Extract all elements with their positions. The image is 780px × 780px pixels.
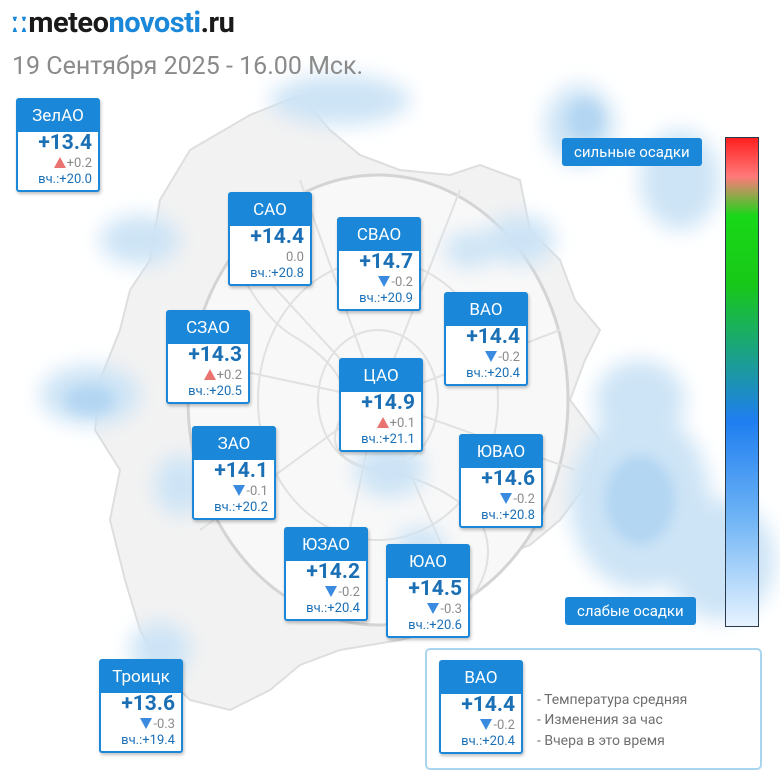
district-card-yuao[interactable]: ЮАО +14.5 -0.3 вч.:+20.6 (386, 544, 470, 638)
district-name: СЗАО (168, 312, 248, 344)
district-card-cao[interactable]: ЦАО +14.9 +0.1 вч.:+21.1 (339, 358, 423, 452)
arrow-up-icon (53, 157, 66, 168)
yesterday-value: вч.:+20.9 (359, 291, 413, 306)
hourly-change: -0.1 (233, 484, 268, 499)
legend-item-average-temp: - Температура средняя (537, 692, 688, 708)
hourly-change: +0.2 (203, 368, 242, 383)
brand-part-ru: .ru (200, 6, 235, 40)
hourly-change: +0.1 (376, 416, 415, 431)
yesterday-value: вч.:+20.5 (188, 384, 242, 399)
yesterday-value: вч.:+20.0 (38, 172, 92, 187)
precipitation-cores (65, 100, 675, 545)
hourly-change: -0.2 (500, 492, 535, 507)
hourly-change: -0.2 (480, 718, 515, 733)
district-card-svao[interactable]: СВАО +14.7 -0.2 вч.:+20.9 (337, 217, 421, 311)
temperature-value: +14.5 (408, 577, 462, 601)
hourly-change: -0.2 (485, 350, 520, 365)
hourly-change: -0.2 (325, 585, 360, 600)
temperature-value: +14.2 (306, 560, 360, 584)
temperature-value: +14.7 (359, 250, 413, 274)
yesterday-value: вч.:+20.4 (466, 366, 520, 381)
yesterday-value: вч.:+20.6 (408, 618, 462, 633)
temperature-value: +14.4 (250, 225, 304, 249)
arrow-up-icon (203, 369, 216, 380)
district-card-sao[interactable]: САО +14.4 0.0 вч.:+20.8 (228, 192, 312, 286)
arrow-down-icon (233, 485, 246, 496)
district-name: ЗАО (194, 428, 274, 460)
arrow-down-icon (140, 718, 153, 729)
precipitation-blobs (40, 75, 775, 678)
district-card-szao[interactable]: СЗАО +14.3 +0.2 вч.:+20.5 (166, 310, 250, 404)
scale-label-light: слабые осадки (565, 597, 696, 625)
district-name: ВАО (446, 294, 526, 326)
yesterday-value: вч.:+20.8 (250, 266, 304, 281)
legend-item-hourly-change: - Изменения за час (537, 712, 663, 728)
yesterday-value: вч.:+21.1 (361, 432, 415, 447)
yesterday-value: вч.:+20.4 (306, 601, 360, 616)
hourly-change: 0.0 (285, 250, 304, 265)
district-name: САО (230, 194, 310, 226)
yesterday-value: вч.:+20.4 (461, 734, 515, 749)
district-name: Троицк (101, 661, 181, 693)
scale-label-heavy: сильные осадки (562, 138, 702, 166)
temperature-value: +14.1 (214, 459, 268, 483)
hourly-change: -0.3 (140, 717, 175, 732)
temperature-value: +13.4 (38, 131, 92, 155)
hourly-change: -0.3 (427, 602, 462, 617)
yesterday-value: вч.:+20.2 (214, 500, 268, 515)
district-name: ЦАО (341, 360, 421, 392)
hourly-change: +0.2 (53, 156, 92, 171)
district-name: ЮЗАО (286, 529, 366, 561)
arrow-down-icon (378, 276, 391, 287)
temperature-value: +14.6 (481, 467, 535, 491)
arrow-down-icon (325, 586, 338, 597)
district-card-zelao[interactable]: ЗелАО +13.4 +0.2 вч.:+20.0 (16, 98, 100, 192)
arrow-down-icon (427, 603, 440, 614)
legend-item-yesterday: - Вчера в это время (537, 733, 665, 749)
yesterday-value: вч.:+20.8 (481, 508, 535, 523)
hourly-change: -0.2 (378, 275, 413, 290)
district-card-troitsk[interactable]: Троицк +13.6 -0.3 вч.:+19.4 (99, 659, 183, 753)
brand-mark: ːː (10, 6, 29, 40)
yesterday-value: вч.:+19.4 (121, 733, 175, 748)
date-time-subtitle: 19 Сентября 2025 - 16.00 Мск. (12, 52, 364, 81)
district-name: ЮАО (388, 546, 468, 578)
brand-part-novosti: novosti (108, 6, 201, 40)
arrow-down-icon (485, 351, 498, 362)
temperature-value: +13.6 (121, 692, 175, 716)
district-card-zao[interactable]: ЗАО +14.1 -0.1 вч.:+20.2 (192, 426, 276, 520)
legend-sample-card: ВАО +14.4 -0.2 вч.:+20.4 (439, 660, 523, 754)
district-name: ВАО (441, 662, 521, 694)
brand-part-meteo: meteo (28, 6, 109, 40)
district-name: ЗелАО (18, 100, 98, 132)
arrow-down-icon (500, 493, 513, 504)
legend-box: ВАО +14.4 -0.2 вч.:+20.4 - Температура с… (425, 648, 762, 770)
district-name: СВАО (339, 219, 419, 251)
temperature-value: +14.3 (188, 343, 242, 367)
district-name: ЮВАО (461, 436, 541, 468)
temperature-value: +14.4 (461, 693, 515, 717)
temperature-value: +14.4 (466, 325, 520, 349)
district-card-yuzao[interactable]: ЮЗАО +14.2 -0.2 вч.:+20.4 (284, 527, 368, 621)
district-card-yuvao[interactable]: ЮВАО +14.6 -0.2 вч.:+20.8 (459, 434, 543, 528)
arrow-down-icon (480, 719, 493, 730)
arrow-up-icon (376, 417, 389, 428)
temperature-value: +14.9 (361, 391, 415, 415)
precipitation-scale-bar (725, 137, 759, 627)
district-card-vao[interactable]: ВАО +14.4 -0.2 вч.:+20.4 (444, 292, 528, 386)
brand-logo[interactable]: ːːmeteonovosti.ru (10, 6, 235, 40)
